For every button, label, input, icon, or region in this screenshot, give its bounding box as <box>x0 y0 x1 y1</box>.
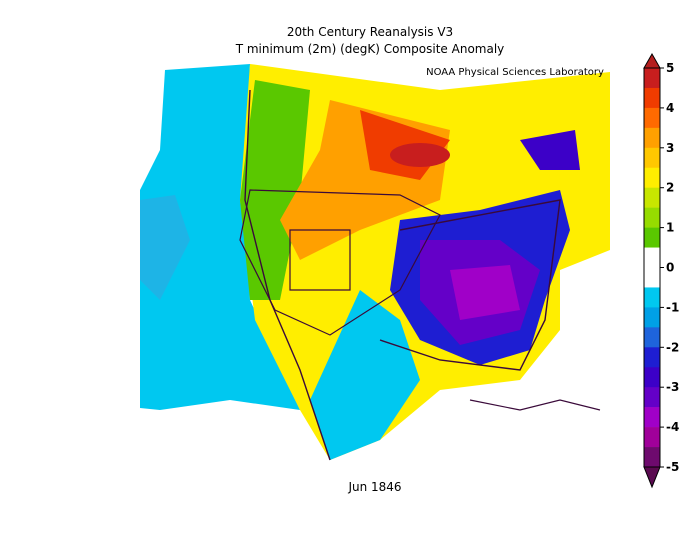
colorbar-band <box>644 247 660 268</box>
colorbar-band <box>644 347 660 368</box>
colorbar-band <box>644 107 660 129</box>
colorbar-band <box>644 207 660 228</box>
map <box>140 62 610 462</box>
date-label: Jun 1846 <box>347 480 401 494</box>
colorbar-band <box>644 307 660 328</box>
colorbar-band <box>644 447 660 468</box>
colorbar-band <box>644 187 660 208</box>
colorbar-band <box>644 227 660 248</box>
land-anomaly <box>240 80 310 300</box>
colorbar-tick-label: -3 <box>666 380 679 394</box>
colorbar-band <box>644 427 660 448</box>
colorbar-band <box>644 147 660 169</box>
title: 20th Century Reanalysis V3 <box>287 25 453 39</box>
colorbar-tick-label: -5 <box>666 460 679 474</box>
colorbar-band <box>644 87 660 109</box>
colorbar-band <box>644 68 660 89</box>
colorbar-tick-label: 1 <box>666 221 674 235</box>
colorbar-tick-label: 5 <box>666 61 674 75</box>
colorbar-under <box>643 466 661 489</box>
colorbar-tick-label: 4 <box>666 101 674 115</box>
colorbar-band <box>644 367 660 388</box>
colorbar-tick-label: 3 <box>666 141 674 155</box>
land-anomaly <box>310 290 420 460</box>
colorbar-band <box>644 327 660 348</box>
coastline <box>244 89 561 461</box>
credit: NOAA Physical Sciences Laboratory <box>426 67 604 78</box>
colorbar-tick-label: -1 <box>666 300 679 314</box>
coastline <box>469 399 601 411</box>
colorbar-tick-label: -2 <box>666 340 679 354</box>
colorbar-band <box>644 407 660 428</box>
colorbar-band <box>644 127 660 149</box>
colorbar-tick-label: 2 <box>666 181 674 195</box>
colorbar-tick-label: 0 <box>666 261 674 275</box>
colorbar-tick-label: -4 <box>666 420 679 434</box>
boundary <box>239 189 441 336</box>
colorbar: -5 -4 -3 -2 -1 0 1 2 3 4 5 <box>643 52 679 489</box>
colorbar-band <box>644 287 660 308</box>
colorbar-band <box>644 267 660 288</box>
colorbar-over <box>643 52 661 69</box>
subtitle: T minimum (2m) (degK) Composite Anomaly <box>235 42 505 56</box>
land-anomaly <box>450 265 520 320</box>
land-anomaly <box>520 130 580 170</box>
land-anomaly <box>390 143 450 167</box>
ocean-anomaly <box>140 195 190 300</box>
colorbar-band <box>644 167 660 188</box>
colorbar-band <box>644 387 660 408</box>
